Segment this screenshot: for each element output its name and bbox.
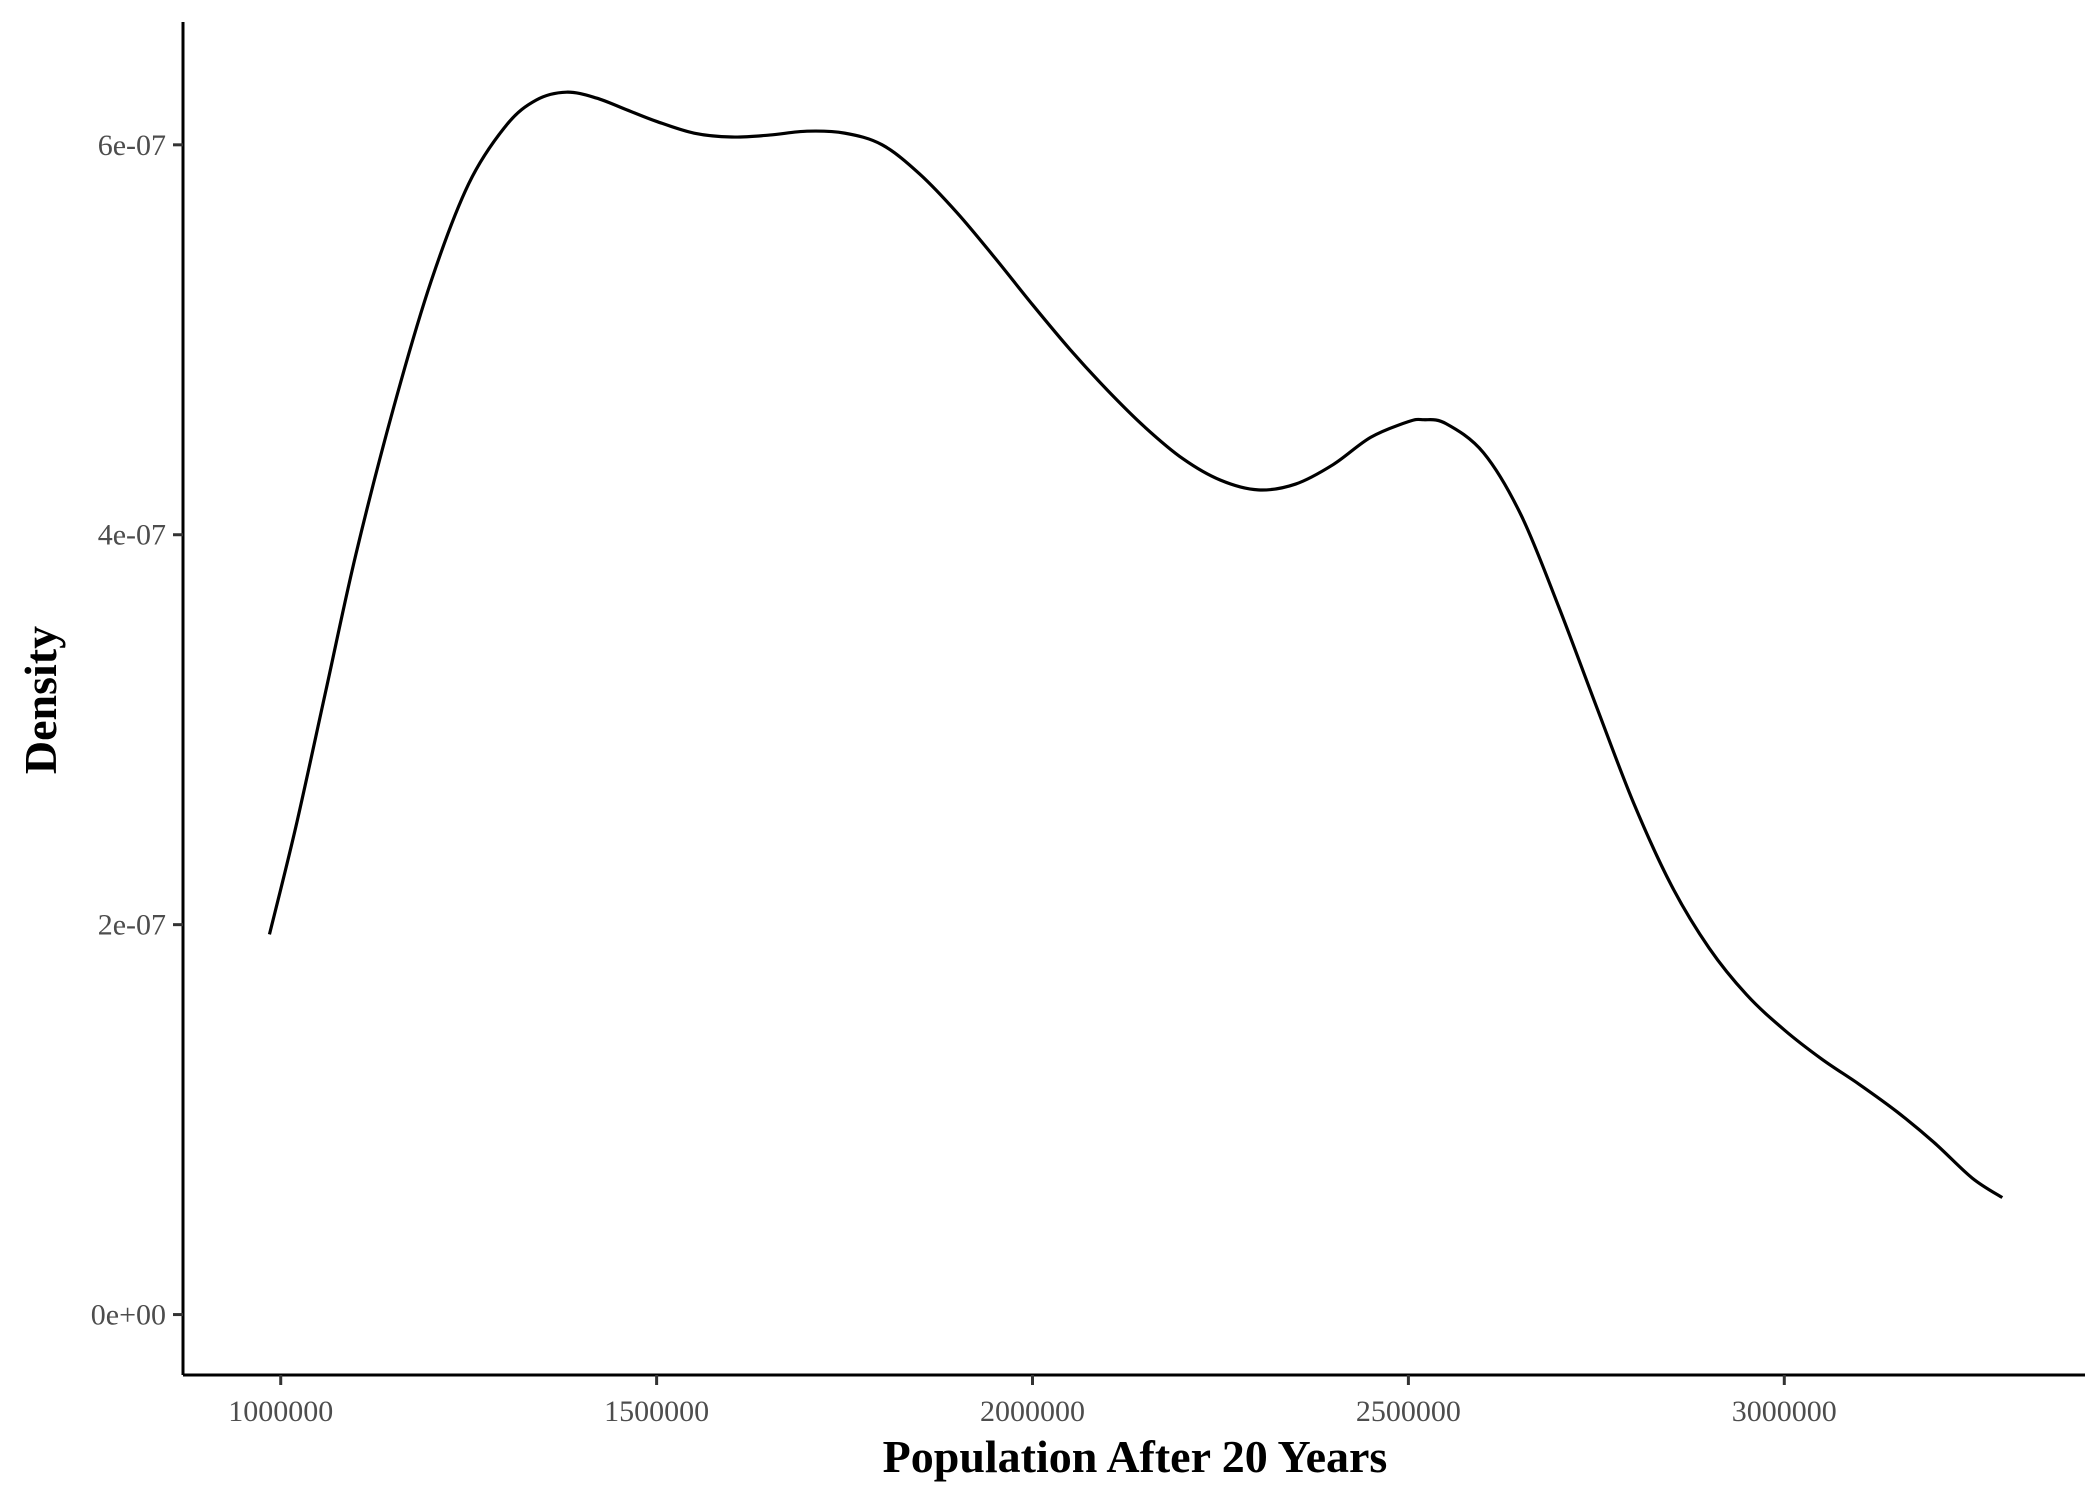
y-tick-label: 6e-07 [98, 129, 166, 162]
x-tick-label: 1500000 [604, 1395, 709, 1428]
y-axis-ticks: 0e+00 2e-07 4e-07 6e-07 [91, 129, 183, 1332]
x-tick-label: 2500000 [1356, 1395, 1461, 1428]
y-axis-title: Density [15, 626, 66, 774]
x-tick-label: 2000000 [980, 1395, 1085, 1428]
x-axis-ticks: 1000000 1500000 2000000 2500000 3000000 [228, 1375, 1837, 1428]
y-tick-label: 0e+00 [91, 1299, 166, 1332]
x-axis-title: Population After 20 Years [883, 1431, 1388, 1482]
x-tick-label: 1000000 [228, 1395, 333, 1428]
y-tick-label: 2e-07 [98, 909, 166, 942]
density-series [267, 90, 2004, 1199]
y-tick-label: 4e-07 [98, 519, 166, 552]
density-line [267, 90, 2004, 1199]
x-tick-label: 3000000 [1732, 1395, 1837, 1428]
